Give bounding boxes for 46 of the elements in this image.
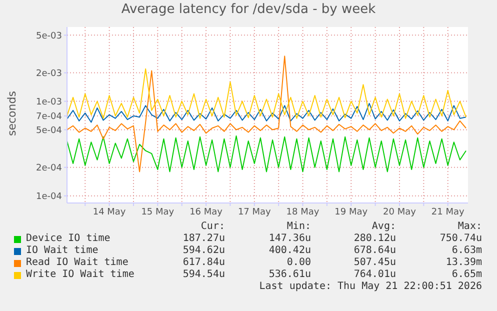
y-tick-label: 5e-04	[36, 126, 62, 136]
x-tick-label: 14 May	[92, 207, 126, 218]
x-tick-label: 17 May	[238, 207, 272, 218]
line-series	[67, 68, 466, 119]
x-tick-label: 15 May	[141, 207, 175, 218]
text: 147.36u	[268, 233, 311, 244]
text: 594.62u	[182, 245, 225, 256]
line-series	[67, 135, 466, 172]
legend-label: Read IO Wait time	[26, 257, 128, 268]
y-axis-title: seconds	[6, 90, 18, 138]
text: Cur:	[200, 221, 225, 232]
text: 678.64u	[354, 245, 396, 256]
y-tick-label: 7e-04	[36, 112, 62, 122]
text: 764.01u	[354, 269, 396, 280]
x-tick-label: 21 May	[431, 207, 465, 218]
text: 617.84u	[182, 257, 225, 268]
x-tick-label: 16 May	[190, 207, 224, 218]
line-series	[67, 102, 466, 123]
text: 0.00	[286, 257, 311, 268]
x-tick-label: 18 May	[286, 207, 320, 218]
y-tick-label: 2e-04	[36, 164, 62, 174]
text: 750.74u	[440, 233, 482, 244]
y-tick-label: 1e-03	[36, 97, 62, 108]
x-tick-label: 19 May	[334, 207, 368, 218]
text: 13.39m	[446, 257, 482, 268]
legend-label: Device IO time	[26, 233, 110, 244]
text: Last update: Thu May 21 22:00:51 2026	[259, 281, 482, 292]
y-tick-label: 2e-03	[36, 68, 62, 79]
text: Avg:	[372, 221, 396, 232]
text: 507.45u	[354, 257, 396, 268]
text: 6.63m	[452, 245, 482, 256]
legend-label: Write IO Wait time	[26, 269, 134, 280]
x-tick-label: 20 May	[383, 207, 417, 218]
text: 594.54u	[182, 269, 225, 280]
y-tick-label: 1e-04	[36, 192, 62, 202]
text: 536.61u	[268, 269, 311, 280]
text: Min:	[286, 221, 311, 232]
text: Max:	[458, 221, 482, 232]
chart-title: Average latency for /dev/sda - by week	[120, 2, 377, 17]
text: 6.65m	[452, 269, 482, 280]
text: 280.12u	[354, 233, 396, 244]
y-tick-label: 5e-03	[36, 31, 62, 42]
text: 187.27u	[182, 233, 225, 244]
line-series	[67, 56, 466, 172]
text: 400.42u	[268, 245, 311, 256]
legend-label: IO Wait time	[26, 245, 98, 256]
